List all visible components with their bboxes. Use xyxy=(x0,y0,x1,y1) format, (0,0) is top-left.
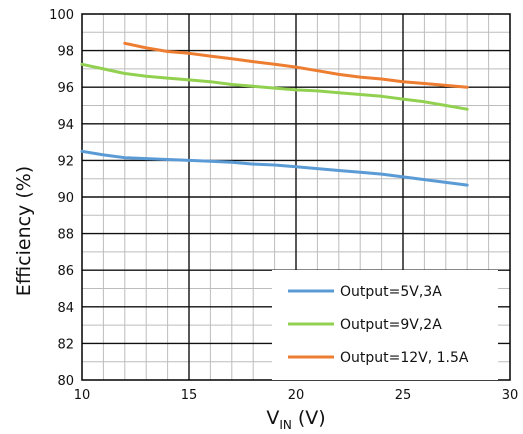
series-line-1 xyxy=(80,62,469,111)
legend-label-5v: Output=5V,3A xyxy=(340,284,442,300)
y-tick-label: 84 xyxy=(57,301,74,316)
series-line-2 xyxy=(123,41,469,89)
x-axis-title-subscript: IN xyxy=(279,418,292,432)
y-tick-label: 90 xyxy=(57,191,74,206)
x-tick-label: 25 xyxy=(395,388,412,403)
y-tick-label: 96 xyxy=(57,81,74,96)
x-axis-title-main: V xyxy=(266,407,279,429)
y-axis-title: Efficiency (%) xyxy=(13,166,35,296)
series-line-0 xyxy=(80,149,469,187)
legend-label-9v: Output=9V,2A xyxy=(340,317,442,333)
legend-label-12v: Output=12V, 1.5A xyxy=(340,350,469,366)
series-layer xyxy=(80,41,469,187)
y-tick-label: 98 xyxy=(57,45,74,60)
x-tick-label: 15 xyxy=(181,388,198,403)
x-tick-label: 30 xyxy=(502,388,519,403)
y-tick-label: 80 xyxy=(57,374,74,389)
x-tick-label: 10 xyxy=(74,388,91,403)
y-tick-label: 82 xyxy=(57,337,74,352)
y-tick-label: 92 xyxy=(57,154,74,169)
y-tick-label: 100 xyxy=(49,8,74,23)
x-axis-title-unit: (V) xyxy=(298,407,326,429)
y-tick-label: 86 xyxy=(57,264,74,279)
x-tick-label: 20 xyxy=(288,388,305,403)
x-tick-labels: 10 15 20 25 30 xyxy=(74,388,519,403)
y-tick-label: 94 xyxy=(57,118,74,133)
x-axis-title: VIN (V) xyxy=(266,407,325,432)
y-tick-labels: 80 82 84 86 88 90 92 94 96 98 100 xyxy=(49,8,74,389)
y-tick-label: 88 xyxy=(57,228,74,243)
legend: Output=5V,3A Output=9V,2A Output=12V, 1.… xyxy=(272,270,498,380)
